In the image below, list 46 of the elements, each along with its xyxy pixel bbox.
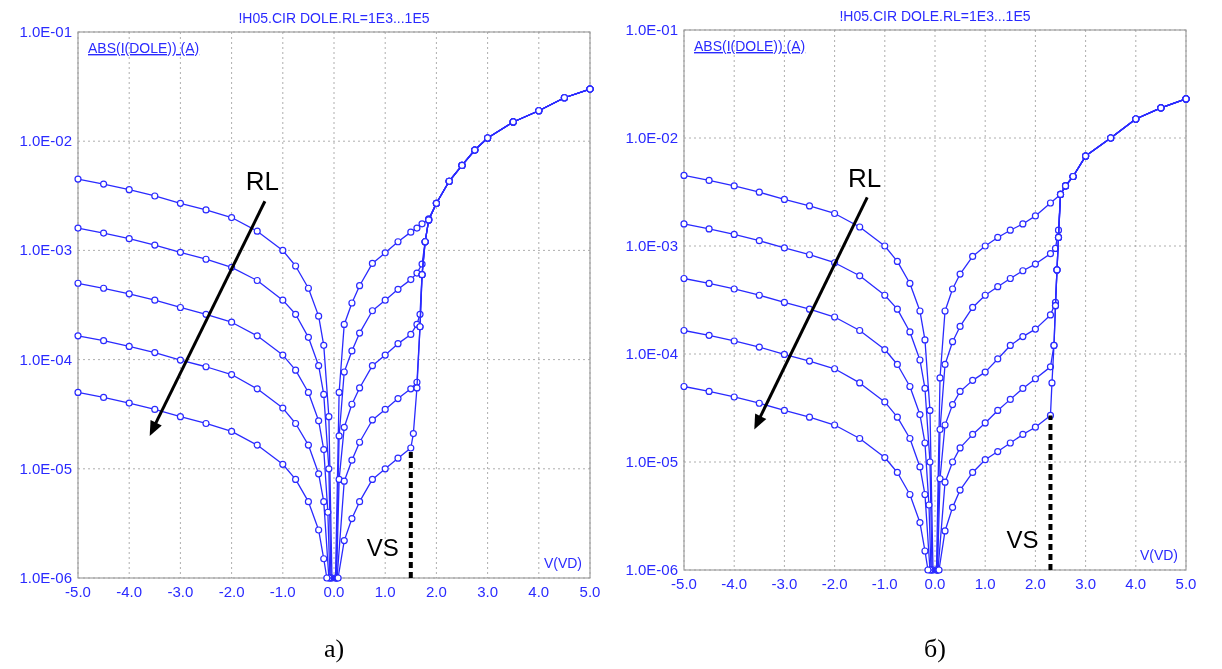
x-tick-label: 1.0 — [974, 575, 996, 592]
x-tick-label: 2.0 — [1024, 575, 1046, 592]
x-tick-label: 3.0 — [477, 583, 499, 600]
y-tick-label: 1.0E-06 — [625, 561, 678, 578]
x-tick-label: 3.0 — [1075, 575, 1097, 592]
x-tick-label: 0.0 — [924, 575, 946, 592]
x-tick-label: 4.0 — [1125, 575, 1147, 592]
y-tick-label: 1.0E-03 — [625, 237, 678, 254]
y-tick-label: 1.0E-04 — [19, 350, 72, 368]
x-tick-label: 1.0 — [374, 583, 396, 600]
annotation: RL — [848, 162, 882, 193]
y-tick-label: 1.0E-06 — [19, 569, 72, 586]
y-tick-label: 1.0E-02 — [19, 132, 72, 150]
x-tick-label: -1.0 — [871, 575, 898, 592]
chart-title: !H05.CIR DOLE.RL=1E3...1E5 — [238, 10, 430, 26]
y-tick-label: 1.0E-02 — [625, 129, 678, 146]
x-tick-label: 4.0 — [528, 583, 550, 600]
x-tick-label: -4.0 — [116, 583, 143, 600]
x-tick-label: -1.0 — [269, 583, 296, 600]
x-tick-label: -3.0 — [167, 583, 194, 600]
x-axis-title: V(VD) — [1139, 547, 1178, 563]
x-tick-label: -2.0 — [821, 575, 848, 592]
y-tick-label: 1.0E-01 — [19, 23, 72, 40]
x-tick-label: -5.0 — [65, 583, 91, 600]
x-tick-label: 5.0 — [579, 583, 601, 600]
x-axis-title: V(VD) — [543, 555, 582, 571]
x-tick-label: -4.0 — [721, 575, 748, 592]
y-axis-title: ABS(I(DOLE)) (A) — [88, 40, 200, 56]
ref-line-label: VS — [366, 534, 399, 561]
y-tick-label: 1.0E-05 — [625, 453, 678, 470]
x-tick-label: 5.0 — [1175, 575, 1197, 592]
y-tick-label: 1.0E-04 — [625, 345, 678, 362]
ref-line-label: VS — [1006, 526, 1039, 553]
x-tick-label: -2.0 — [218, 583, 245, 600]
x-tick-label: -5.0 — [671, 575, 697, 592]
x-tick-label: 0.0 — [323, 583, 345, 600]
x-tick-label: -3.0 — [771, 575, 798, 592]
x-tick-label: 2.0 — [425, 583, 447, 600]
y-tick-label: 1.0E-03 — [19, 241, 72, 259]
y-tick-label: 1.0E-01 — [625, 21, 678, 38]
text: б) — [924, 634, 946, 663]
text: а) — [323, 634, 345, 663]
annotation: RL — [245, 166, 279, 197]
y-axis-title: ABS(I(DOLE)) (A) — [694, 38, 806, 54]
y-tick-label: 1.0E-05 — [19, 459, 72, 477]
chart-title: !H05.CIR DOLE.RL=1E3...1E5 — [839, 8, 1031, 24]
